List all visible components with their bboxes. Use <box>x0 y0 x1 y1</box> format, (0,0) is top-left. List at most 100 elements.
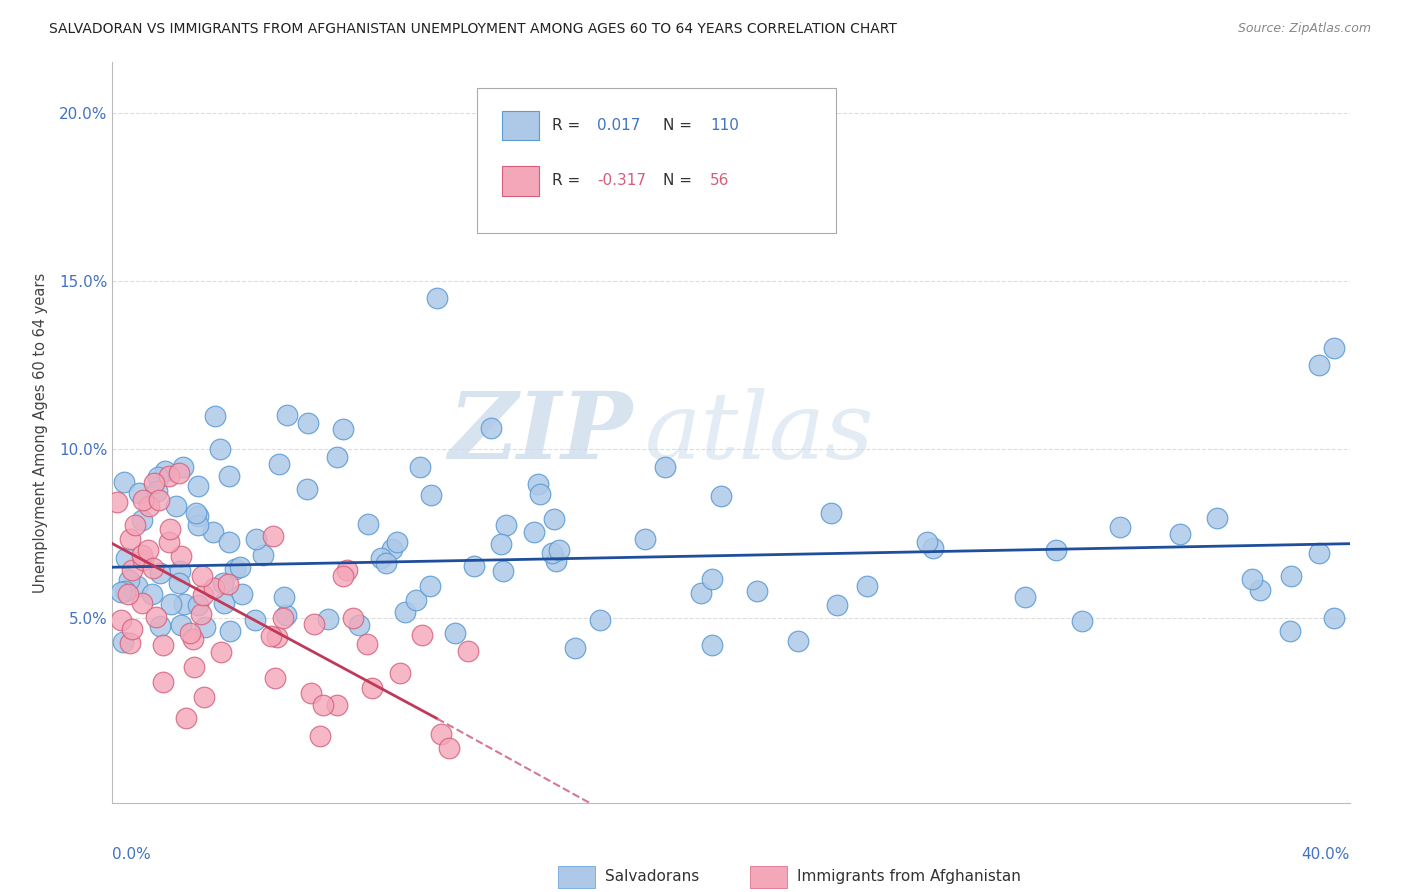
Point <box>276 408 298 422</box>
Point <box>1014 590 1036 604</box>
Point <box>1045 543 1067 558</box>
Point <box>690 586 713 600</box>
Point <box>426 291 449 305</box>
Point <box>710 489 733 503</box>
Point <box>245 532 267 546</box>
Point <box>128 485 150 500</box>
Point <box>1168 526 1191 541</box>
Point <box>430 727 453 741</box>
Point <box>187 517 209 532</box>
Point <box>463 559 485 574</box>
Point <box>543 511 565 525</box>
Point <box>1279 568 1302 582</box>
Text: 56: 56 <box>710 173 730 188</box>
Point <box>634 533 657 547</box>
Point <box>110 585 132 599</box>
Point <box>187 479 209 493</box>
Point <box>529 487 551 501</box>
Point <box>527 477 550 491</box>
Point <box>218 535 240 549</box>
Text: 40.0%: 40.0% <box>1302 847 1350 863</box>
Point <box>141 586 163 600</box>
Y-axis label: Unemployment Among Ages 60 to 64 years: Unemployment Among Ages 60 to 64 years <box>34 272 48 593</box>
Point <box>264 671 287 685</box>
Point <box>700 572 723 586</box>
FancyBboxPatch shape <box>502 111 540 140</box>
Point <box>519 190 541 204</box>
Point <box>523 524 546 539</box>
Point <box>118 636 141 650</box>
Point <box>589 613 612 627</box>
Point <box>138 543 160 558</box>
FancyBboxPatch shape <box>558 866 595 888</box>
Point <box>262 529 284 543</box>
Point <box>419 579 441 593</box>
Point <box>110 613 132 627</box>
Point <box>1206 511 1229 525</box>
Point <box>356 637 378 651</box>
Point <box>370 550 392 565</box>
Point <box>1323 342 1346 356</box>
Point <box>495 518 517 533</box>
Point <box>917 534 939 549</box>
Point <box>492 564 515 578</box>
Point <box>159 522 181 536</box>
Point <box>209 645 232 659</box>
Point <box>326 450 349 464</box>
Point <box>547 542 569 557</box>
Text: 110: 110 <box>710 118 740 133</box>
Point <box>394 605 416 619</box>
Point <box>149 566 172 581</box>
Point <box>149 619 172 633</box>
Point <box>183 660 205 674</box>
Point <box>142 560 165 574</box>
Point <box>745 584 768 599</box>
Point <box>112 475 135 489</box>
Point <box>131 513 153 527</box>
Point <box>267 458 290 472</box>
Point <box>148 492 170 507</box>
Point <box>374 557 396 571</box>
Point <box>170 549 193 564</box>
Point <box>132 552 155 566</box>
Point <box>179 626 201 640</box>
Point <box>302 617 325 632</box>
Point <box>259 629 281 643</box>
Point <box>1279 624 1302 638</box>
Point <box>231 587 253 601</box>
Text: Source: ZipAtlas.com: Source: ZipAtlas.com <box>1237 22 1371 36</box>
Point <box>167 575 190 590</box>
Point <box>131 597 153 611</box>
Point <box>544 554 567 568</box>
Point <box>117 587 139 601</box>
Text: 0.0%: 0.0% <box>112 847 152 863</box>
Point <box>118 532 141 546</box>
FancyBboxPatch shape <box>749 866 787 888</box>
Point <box>420 488 443 502</box>
Point <box>217 576 239 591</box>
Point <box>820 506 842 520</box>
Point <box>167 466 190 480</box>
Point <box>1308 359 1330 373</box>
Text: R =: R = <box>551 118 585 133</box>
Point <box>146 470 169 484</box>
Point <box>336 563 359 577</box>
Point <box>190 607 212 622</box>
Point <box>252 548 274 562</box>
Point <box>191 569 214 583</box>
Text: -0.317: -0.317 <box>598 173 647 188</box>
Point <box>405 593 427 607</box>
Point <box>157 534 180 549</box>
Point <box>457 644 479 658</box>
Point <box>299 685 322 699</box>
Point <box>208 442 231 456</box>
Point <box>132 492 155 507</box>
Point <box>138 499 160 513</box>
Point <box>243 613 266 627</box>
Point <box>332 568 354 582</box>
Point <box>297 416 319 430</box>
Point <box>218 469 240 483</box>
Text: SALVADORAN VS IMMIGRANTS FROM AFGHANISTAN UNEMPLOYMENT AMONG AGES 60 TO 64 YEARS: SALVADORAN VS IMMIGRANTS FROM AFGHANISTA… <box>49 22 897 37</box>
Point <box>124 517 146 532</box>
Point <box>387 535 409 549</box>
